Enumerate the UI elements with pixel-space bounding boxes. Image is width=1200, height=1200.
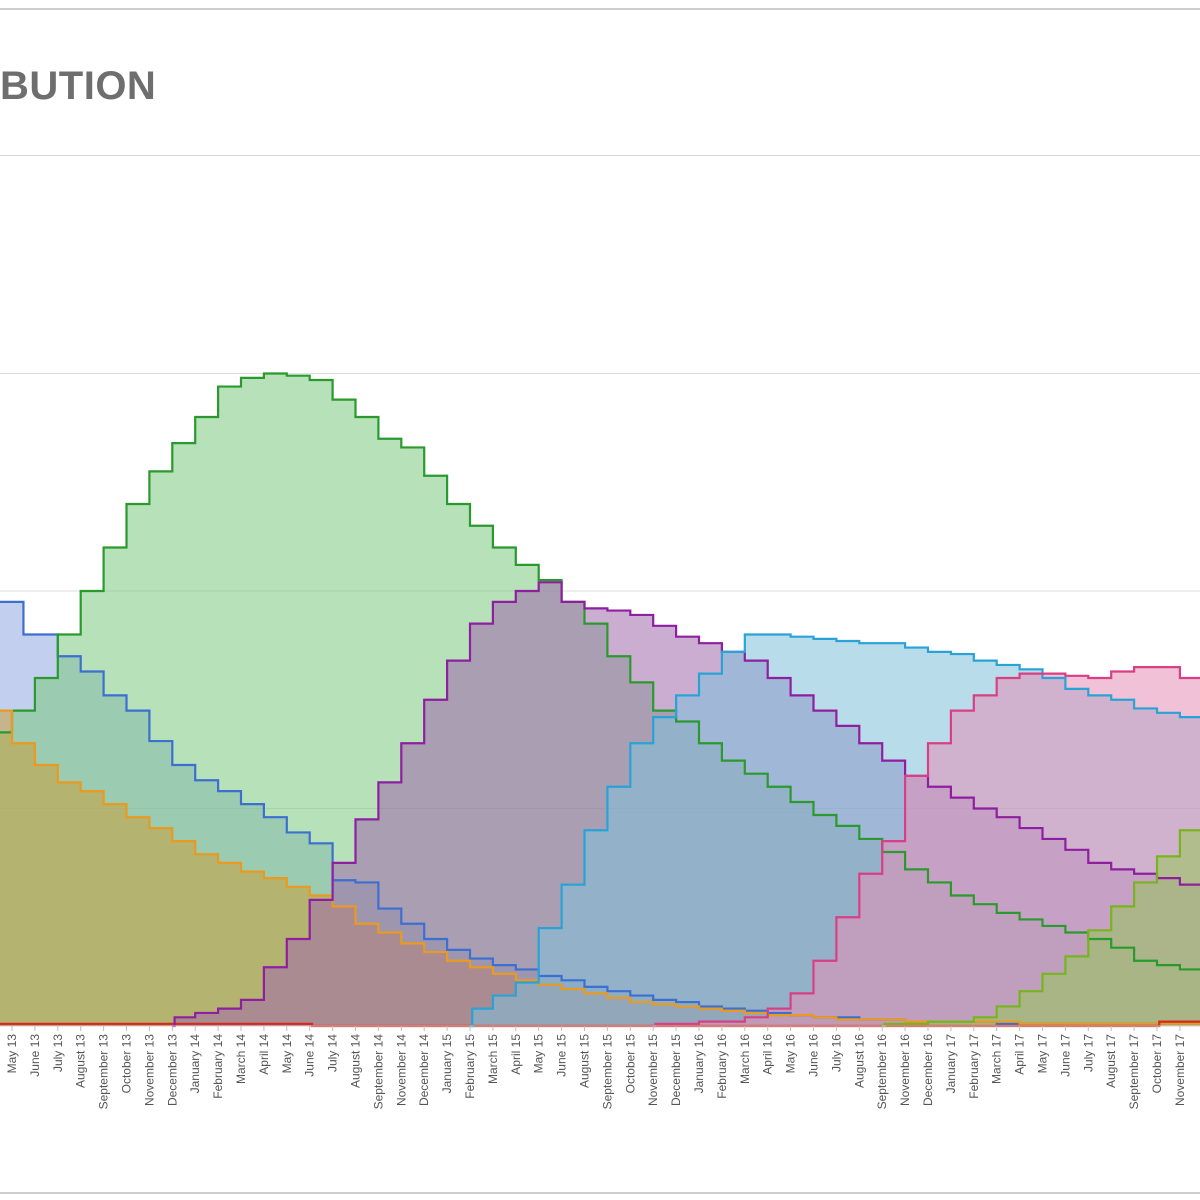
x-tick-label: July 13 — [51, 1034, 65, 1072]
x-tick-label: May 17 — [1036, 1034, 1050, 1074]
series-area-7 — [882, 830, 1200, 1026]
bottom-border — [0, 1192, 1200, 1194]
x-tick-label: May 16 — [784, 1034, 798, 1074]
x-tick-label: December 16 — [921, 1034, 935, 1106]
series-line-4 — [172, 581, 1200, 1028]
x-tick-label: January 15 — [440, 1034, 454, 1094]
x-tick-label: September 14 — [371, 1034, 385, 1110]
x-tick-label: October 13 — [120, 1034, 134, 1094]
x-tick-label: November 13 — [142, 1034, 156, 1106]
x-tick-label: September 13 — [97, 1034, 111, 1110]
x-tick-label: January 16 — [692, 1034, 706, 1094]
x-tick-label: August 17 — [1104, 1034, 1118, 1088]
x-tick-label: July 17 — [1081, 1034, 1095, 1072]
series-line-0 — [0, 600, 1200, 1025]
x-tick-label: December 13 — [165, 1034, 179, 1106]
top-border — [0, 8, 1200, 10]
series-line-1 — [0, 372, 1200, 971]
series-line-2 — [0, 709, 1200, 1025]
x-tick-label: March 15 — [486, 1034, 500, 1084]
x-tick-label: June 13 — [28, 1034, 42, 1077]
x-tick-label: June 14 — [303, 1034, 317, 1077]
x-tick-label: April 15 — [509, 1034, 523, 1075]
x-tick-label: August 16 — [852, 1034, 866, 1088]
x-tick-label: November 17 — [1173, 1034, 1187, 1106]
x-tick-label: August 15 — [578, 1034, 592, 1088]
series-line-6 — [653, 666, 1200, 1028]
x-tick-label: June 15 — [555, 1034, 569, 1077]
x-tick-label: May 14 — [280, 1034, 294, 1074]
x-tick-label: January 14 — [188, 1034, 202, 1094]
x-tick-label: June 16 — [807, 1034, 821, 1077]
x-tick-label: April 16 — [761, 1034, 775, 1075]
x-tick-label: November 14 — [394, 1034, 408, 1106]
x-tick-label: February 16 — [715, 1034, 729, 1099]
x-tick-label: June 17 — [1058, 1034, 1072, 1077]
x-tick-label: July 14 — [326, 1034, 340, 1072]
x-tick-label: May 15 — [532, 1034, 546, 1074]
x-tick-label: February 17 — [967, 1034, 981, 1099]
series-line-7 — [882, 829, 1200, 1028]
x-tick-label: December 14 — [417, 1034, 431, 1106]
x-tick-label: March 17 — [990, 1034, 1004, 1084]
title-divider — [0, 155, 1200, 156]
x-tick-label: May 13 — [5, 1034, 19, 1074]
x-tick-label: February 14 — [211, 1034, 225, 1099]
x-tick-label: October 15 — [623, 1034, 637, 1094]
x-tick-label: September 16 — [875, 1034, 889, 1110]
x-tick-label: September 17 — [1127, 1034, 1141, 1110]
x-tick-label: April 17 — [1013, 1034, 1027, 1075]
x-axis: May 13 June 13 July 13 August 13 September 1… — [0, 1025, 1200, 1110]
x-tick-label: August 14 — [349, 1034, 363, 1088]
x-tick-label: November 15 — [646, 1034, 660, 1106]
x-tick-label: March 14 — [234, 1034, 248, 1084]
x-tick-label: September 15 — [600, 1034, 614, 1110]
x-tick-label: July 16 — [829, 1034, 843, 1072]
x-tick-label: March 16 — [738, 1034, 752, 1084]
x-tick-label: November 16 — [898, 1034, 912, 1106]
x-tick-label: August 13 — [74, 1034, 88, 1088]
series-lines — [0, 372, 1200, 1028]
x-tick-label: April 14 — [257, 1034, 271, 1075]
x-tick-label: December 15 — [669, 1034, 683, 1106]
x-tick-label: January 17 — [944, 1034, 958, 1094]
x-tick-label: October 17 — [1150, 1034, 1164, 1094]
series-areas — [0, 373, 1200, 1026]
series-area-6 — [653, 667, 1200, 1026]
chart-title: BUTION — [0, 64, 157, 108]
series-line-5 — [470, 633, 1200, 1028]
x-tick-label: February 15 — [463, 1034, 477, 1099]
